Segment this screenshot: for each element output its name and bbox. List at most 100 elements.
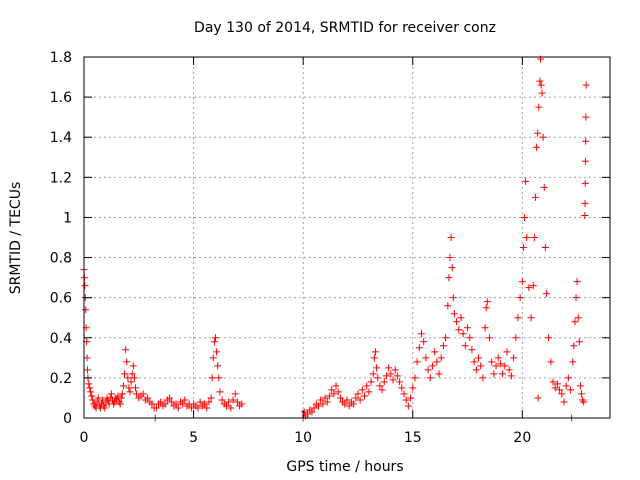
data-point [572, 294, 580, 302]
data-point [461, 342, 469, 350]
data-point [581, 211, 589, 219]
data-point [328, 386, 336, 394]
data-point [89, 396, 97, 404]
data-point [482, 304, 490, 312]
data-point [439, 342, 447, 350]
data-point [212, 334, 219, 342]
data-point [521, 213, 529, 221]
data-point [527, 314, 535, 322]
data-point [139, 390, 147, 398]
data-point [510, 354, 518, 362]
data-point [431, 348, 439, 356]
data-point [148, 400, 156, 408]
data-point [229, 396, 237, 404]
data-point [122, 346, 130, 354]
data-point [152, 404, 160, 412]
data-point [481, 324, 489, 332]
data-point [472, 366, 480, 374]
data-point [411, 374, 419, 382]
data-point [209, 354, 217, 362]
data-point [479, 374, 487, 382]
y-tick-label: 1.6 [50, 90, 72, 106]
data-point [369, 370, 377, 378]
data-point [581, 179, 589, 187]
data-point [574, 314, 582, 322]
data-point [564, 374, 572, 382]
data-point [208, 374, 216, 382]
data-point [488, 358, 496, 366]
data-point [165, 394, 173, 402]
data-point [518, 278, 526, 286]
y-tick-label: 1.4 [50, 130, 72, 146]
data-point [580, 398, 588, 406]
data-point [444, 302, 452, 310]
data-point [168, 398, 176, 406]
data-point [93, 398, 101, 406]
x-tick-label: 5 [189, 430, 198, 446]
data-point [86, 384, 94, 392]
data-point [545, 334, 553, 342]
data-point [409, 384, 417, 392]
data-point [378, 386, 386, 394]
data-point [380, 378, 388, 386]
y-axis-label: SRMTID / TECUs [8, 182, 24, 295]
data-point [576, 382, 584, 390]
data-point [418, 330, 426, 338]
data-point [533, 143, 541, 151]
data-point [542, 290, 550, 298]
y-tick-label: 1.8 [50, 50, 72, 66]
data-point [174, 404, 182, 412]
data-point [455, 326, 463, 334]
data-point [453, 318, 461, 326]
data-point [393, 372, 401, 380]
y-tick-label: 0.2 [50, 371, 72, 387]
data-point [321, 394, 329, 402]
x-axis-label: GPS time / hours [286, 459, 403, 475]
data-point [501, 362, 509, 370]
data-point [505, 366, 513, 374]
data-point [538, 89, 546, 97]
data-point [172, 400, 180, 408]
data-point [529, 282, 537, 290]
data-point [466, 334, 474, 342]
data-point [107, 390, 115, 398]
y-tick-label: 0.4 [50, 331, 72, 347]
data-point [116, 400, 124, 408]
data-point [356, 396, 364, 404]
data-point [582, 81, 590, 89]
data-point [445, 274, 453, 282]
data-point [448, 264, 456, 272]
data-point [82, 306, 90, 314]
data-point [541, 244, 549, 252]
data-point [413, 358, 421, 366]
data-point [207, 394, 215, 402]
data-point [365, 388, 373, 396]
data-point [457, 314, 465, 322]
data-point [127, 378, 135, 386]
data-point [354, 390, 362, 398]
data-point [581, 157, 589, 165]
grid [84, 57, 610, 418]
data-point [94, 394, 102, 402]
data-point [391, 366, 399, 374]
data-point [496, 360, 504, 368]
data-point [447, 234, 455, 241]
data-point [385, 364, 393, 372]
data-point [446, 254, 454, 262]
data-point [415, 344, 423, 352]
data-point [117, 394, 125, 402]
plot-frame [83, 56, 611, 419]
data-point [231, 390, 239, 398]
data-point [341, 400, 349, 408]
data-point [523, 234, 531, 241]
data-point [512, 334, 520, 342]
data-point [227, 404, 235, 412]
data-point [492, 362, 500, 370]
data-point [367, 378, 375, 386]
data-point [308, 408, 316, 416]
data-point [218, 396, 226, 404]
data-point [238, 400, 246, 408]
data-point [144, 394, 152, 402]
data-point [119, 382, 127, 390]
data-point [402, 396, 410, 404]
